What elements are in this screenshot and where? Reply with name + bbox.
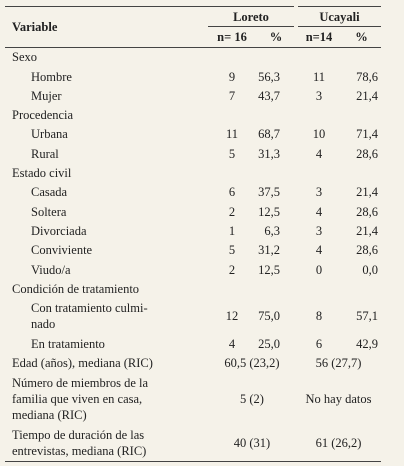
cell: 12,5 xyxy=(258,262,280,277)
data-row: Rural 5 31,3 4 28,6 xyxy=(5,144,381,163)
row-label: Conviviente xyxy=(31,243,93,258)
row-label: Divorciada xyxy=(31,223,87,238)
data-row: Soltera 2 12,5 4 28,6 xyxy=(5,202,381,221)
cell: 1 xyxy=(228,223,236,238)
data-row: Divorciada 1 6,3 3 21,4 xyxy=(5,221,381,240)
cell: 12 xyxy=(225,309,239,324)
cell: 6,3 xyxy=(264,223,280,238)
cell: 21,4 xyxy=(356,223,378,238)
summary-row: Edad (años), mediana (RIC) 60,5 (23,2) 56 … xyxy=(5,354,381,373)
cell: 75,0 xyxy=(258,309,280,324)
header-variable: Variable xyxy=(5,6,208,48)
cell: 8 xyxy=(315,309,323,324)
cell: 28,6 xyxy=(356,243,378,258)
cell: 3 xyxy=(315,223,323,238)
group-title: Sexo xyxy=(12,50,37,65)
cell: 31,2 xyxy=(258,243,280,258)
cell: 78,6 xyxy=(356,69,378,84)
group-row: Procedencia xyxy=(5,105,381,124)
row-label: Mujer xyxy=(31,88,62,103)
cell: No hay datos xyxy=(305,392,372,407)
cell: 0 xyxy=(315,262,323,277)
cell: 28,6 xyxy=(356,146,378,161)
row-label: Número de miembros de la familia que viv… xyxy=(12,376,149,423)
group-row: Condición de tratamiento xyxy=(5,279,381,298)
data-row: Hombre 9 56,3 11 78,6 xyxy=(5,67,381,86)
cell: 4 xyxy=(315,204,323,219)
summary-row: Número de miembros de la familia que viv… xyxy=(5,373,381,425)
cell: 60,5 (23,2) xyxy=(224,356,280,371)
cell: 4 xyxy=(228,337,236,352)
data-row: Con tratamiento culmi- nado 12 75,0 8 57,1 xyxy=(5,298,381,334)
data-table: Variable Loreto Ucayali n= 16 % n=14 % S… xyxy=(5,5,381,463)
data-row: Urbana 11 68,7 10 71,4 xyxy=(5,125,381,144)
cell: 40 (31) xyxy=(208,425,296,463)
cell: 68,7 xyxy=(258,127,280,142)
group-title: Condición de tratamiento xyxy=(12,281,140,296)
cell: 7 xyxy=(228,88,236,103)
table-header: Variable Loreto Ucayali n= 16 % n=14 % xyxy=(5,5,381,48)
cell: 31,3 xyxy=(258,146,280,161)
cell: 10 xyxy=(312,127,326,142)
row-label: Urbana xyxy=(31,127,68,142)
cell: 3 xyxy=(315,88,323,103)
group-title: Estado civil xyxy=(12,166,72,181)
cell: 5 xyxy=(228,146,236,161)
cell: 25,0 xyxy=(258,337,280,352)
cell: 9 xyxy=(228,69,236,84)
cell: 0,0 xyxy=(362,262,378,277)
header-n: n= 16 xyxy=(208,26,256,48)
table-body: Sexo Hombre 9 56,3 11 78,6 Mujer 7 43,7 3 21,4 Proc… xyxy=(5,47,381,463)
cell: 61 (26,2) xyxy=(296,425,381,463)
cell: 2 xyxy=(228,204,236,219)
cell: 5 xyxy=(228,243,236,258)
cell: 6 xyxy=(228,185,236,200)
cell: 2 xyxy=(228,262,236,277)
cell: 4 xyxy=(315,243,323,258)
row-label: Casada xyxy=(31,185,68,200)
row-label: Viudo/a xyxy=(31,262,71,277)
cell: 11 xyxy=(225,127,239,142)
row-label: Rural xyxy=(31,146,59,161)
row-label: Hombre xyxy=(31,69,72,84)
cell: 4 xyxy=(315,146,323,161)
cell: 5 (2) xyxy=(240,392,264,407)
header-loreto: Loreto xyxy=(208,5,296,28)
cell: 21,4 xyxy=(356,88,378,103)
cell: 56 (27,7) xyxy=(315,356,362,371)
cell: 42,9 xyxy=(356,337,378,352)
cell: 6 xyxy=(315,337,323,352)
group-row: Sexo xyxy=(5,47,381,67)
data-row: En tratamiento 4 25,0 6 42,9 xyxy=(5,334,381,353)
data-row: Conviviente 5 31,2 4 28,6 xyxy=(5,241,381,260)
cell: 71,4 xyxy=(356,127,378,142)
group-title: Procedencia xyxy=(12,108,74,123)
row-label: Con tratamiento culmi- nado xyxy=(31,301,148,332)
header-pct: % xyxy=(342,26,381,48)
cell: 11 xyxy=(312,69,326,84)
cell: 12,5 xyxy=(258,204,280,219)
header-n: n=14 xyxy=(296,26,342,48)
header-ucayali: Ucayali xyxy=(294,5,381,28)
cell: 43,7 xyxy=(258,88,280,103)
cell: 56,3 xyxy=(258,69,280,84)
data-row: Viudo/a 2 12,5 0 0,0 xyxy=(5,260,381,279)
row-label: En tratamiento xyxy=(31,337,105,352)
cell: 3 xyxy=(315,185,323,200)
row-label: Tiempo de duración de las entrevistas, m… xyxy=(5,425,208,463)
cell: 28,6 xyxy=(356,204,378,219)
cell: 37,5 xyxy=(258,185,280,200)
cell: 21,4 xyxy=(356,185,378,200)
header-pct: % xyxy=(256,26,296,48)
data-row: Mujer 7 43,7 3 21,4 xyxy=(5,86,381,105)
row-label: Soltera xyxy=(31,204,67,219)
summary-row: Tiempo de duración de las entrevistas, m… xyxy=(5,425,381,463)
group-row: Estado civil xyxy=(5,163,381,182)
cell: 57,1 xyxy=(356,309,378,324)
row-label: Edad (años), mediana (RIC) xyxy=(12,356,153,371)
subheader-row: n= 16 % n=14 % xyxy=(5,26,381,48)
header-row: Variable Loreto Ucayali xyxy=(5,5,381,48)
data-row: Casada 6 37,5 3 21,4 xyxy=(5,183,381,202)
